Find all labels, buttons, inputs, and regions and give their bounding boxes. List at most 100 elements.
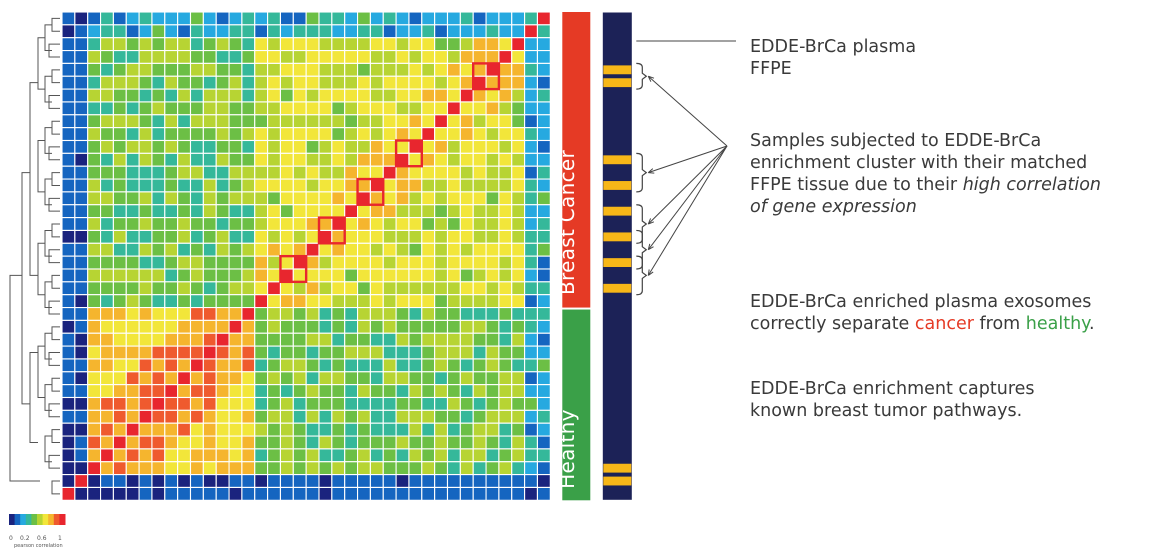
heatmap-cell [356,255,371,270]
heatmap-cell [434,229,449,244]
heatmap-cell [138,409,153,424]
heatmap-cell [74,75,89,90]
heatmap-cell [87,358,102,373]
colorbar [9,514,66,525]
heatmap-cell [536,474,551,489]
heatmap-cell [241,461,256,476]
heatmap-cell [61,306,76,321]
heatmap-cell [61,24,76,39]
heatmap-cell [485,191,500,206]
heatmap-cell [202,88,217,103]
colorbar-segment [48,514,55,525]
heatmap-cell [228,255,243,270]
heatmap-cell [267,191,282,206]
heatmap-cell [151,165,166,180]
heatmap-cell [164,306,179,321]
heatmap-cell [151,127,166,142]
heatmap-cell [279,474,294,489]
heatmap-cell [87,139,102,154]
heatmap-cell [318,306,333,321]
heatmap-cell [241,448,256,463]
heatmap-cell [228,75,243,90]
heatmap-cell [524,229,538,244]
group-bar-healthy [562,309,591,501]
heatmap-cell [100,255,114,270]
heatmap-cell [331,474,346,489]
heatmap-cell [112,114,127,129]
heatmap-cell [446,294,461,309]
heatmap-cell [446,37,461,52]
heatmap-cell [485,101,500,116]
heatmap-cell [215,37,230,52]
heatmap-cell [138,114,153,129]
heatmap-cell [292,255,307,270]
heatmap-cell [87,217,102,232]
heatmap-cell [498,448,513,463]
heatmap-cell [292,448,307,463]
dendrogram-link [51,377,60,392]
heatmap-cell [292,11,307,26]
heatmap-cell [536,422,551,437]
heatmap-cell [408,88,423,103]
heatmap-cell [100,88,114,103]
heatmap-cell [421,486,436,501]
heatmap-cell [356,165,371,180]
heatmap-cell [74,24,89,39]
heatmap-cell [344,37,359,52]
heatmap-cell [279,178,294,193]
heatmap-cell [472,435,487,450]
heatmap-cell [138,448,153,463]
heatmap-cell [189,332,204,347]
heatmap-cell [446,49,461,64]
heatmap-cell [472,204,487,219]
heatmap-cell [61,139,76,154]
heatmap-cell [241,396,256,411]
heatmap-cell [292,191,307,206]
heatmap-cell [305,178,320,193]
heatmap-cell [202,294,217,309]
heatmap-cell [395,127,410,142]
legend-ffpe: FFPE [750,59,792,79]
heatmap-cell [151,448,166,463]
heatmap-cell [164,332,179,347]
heatmap-cell [511,139,526,154]
heatmap-cell [87,435,102,450]
heatmap-cell [74,191,89,206]
heatmap-cell [215,127,230,142]
heatmap-cell [395,101,410,116]
heatmap-cell [138,486,153,501]
heatmap-cell [292,461,307,476]
heatmap-cell [228,165,243,180]
heatmap-cell [305,255,320,270]
heatmap-cell [434,101,449,116]
heatmap-cell [87,152,102,167]
heatmap-cell [74,345,89,360]
heatmap-cell [446,178,461,193]
heatmap-cell [267,332,282,347]
heatmap-cell [395,24,410,39]
heatmap-cell [138,178,153,193]
heatmap-cell [100,24,114,39]
type-bar-ffpe [603,78,632,88]
heatmap-cell [459,435,474,450]
heatmap-cell [112,139,127,154]
heatmap-cell [536,461,551,476]
heatmap-cell [459,474,474,489]
heatmap-cell [125,88,140,103]
heatmap-cell [202,49,217,64]
heatmap-cell [344,49,359,64]
heatmap-cell [112,24,127,39]
heatmap-cell [74,139,89,154]
heatmap-cell [215,255,230,270]
heatmap-cell [318,294,333,309]
heatmap-cell [408,204,423,219]
heatmap-cell [421,306,436,321]
heatmap-cell [485,358,500,373]
heatmap-cell [344,139,359,154]
heatmap-cell [524,358,538,373]
heatmap-cell [164,204,179,219]
heatmap-cell [228,332,243,347]
heatmap-cell [536,229,551,244]
colorbar-segment [59,514,66,525]
heatmap-cell [524,139,538,154]
